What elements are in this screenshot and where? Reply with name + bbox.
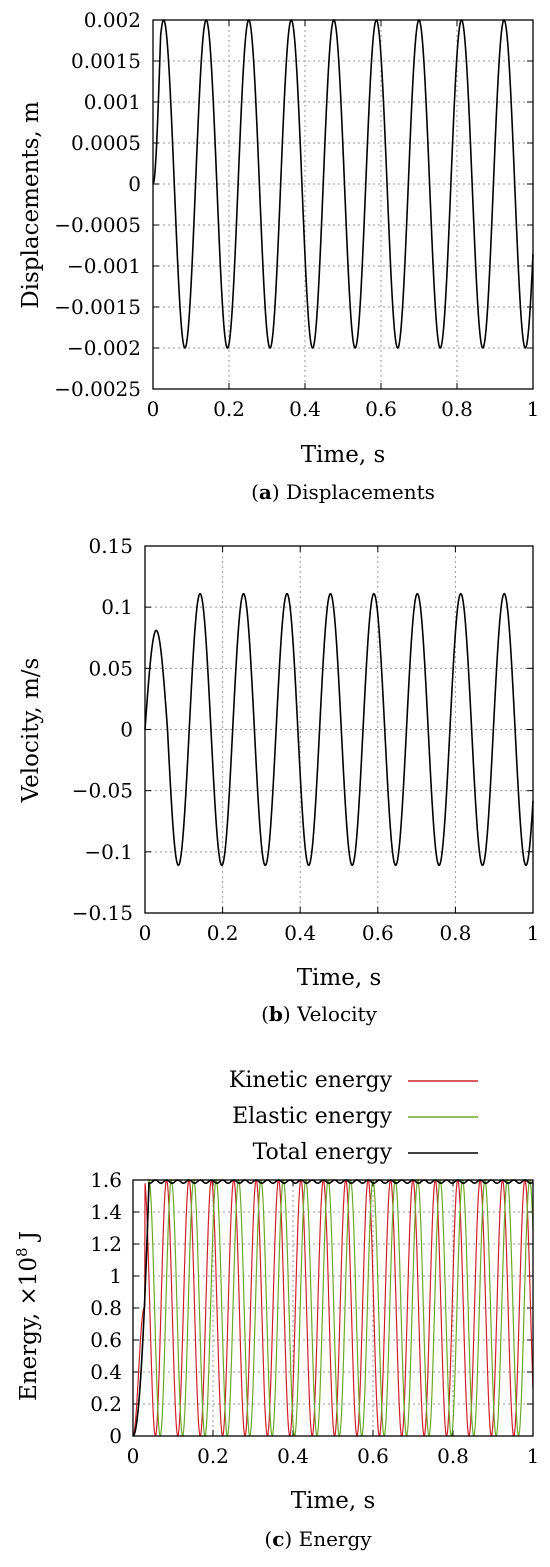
x-axis-ticks: 0 0.2 0.4 0.6 0.8 1 xyxy=(139,546,540,945)
chart-displacements: 0.002 0.0015 0.001 0.0005 0 −0.0005 −0.001 −0.0… xyxy=(18,8,539,504)
y-tick-label: −0.0005 xyxy=(54,213,141,237)
y-axis-label: Displacements, m xyxy=(18,101,44,309)
y-axis-label-unit: J xyxy=(16,1231,42,1248)
x-tick-label: 0.6 xyxy=(365,397,397,421)
x-tick-label: 0.2 xyxy=(207,921,239,945)
y-tick-label: 0 xyxy=(128,172,141,196)
y-axis-label: Energy, ×108 J xyxy=(13,1231,42,1401)
y-tick-label: 1.6 xyxy=(90,1168,122,1192)
x-tick-label: 0.8 xyxy=(437,1444,469,1468)
y-tick-label: 1 xyxy=(109,1264,122,1288)
y-tick-label: 0.2 xyxy=(90,1392,122,1416)
series-line-elastic xyxy=(132,1178,534,1438)
x-tick-label: 0 xyxy=(147,397,160,421)
y-tick-label: −0.15 xyxy=(72,901,133,925)
y-tick-label: −0.0025 xyxy=(54,377,141,401)
x-axis-ticks: 0 0.2 0.4 0.6 0.8 1 xyxy=(147,20,540,421)
legend-label: Kinetic energy xyxy=(229,1068,393,1093)
y-axis-label-main: Energy, ×10 xyxy=(16,1257,42,1401)
y-tick-label: 1.2 xyxy=(90,1232,122,1256)
chart-velocity: 0.15 0.1 0.05 0 −0.05 −0.1 −0.15 0 0.2 0.4 0.6 0.8… xyxy=(18,534,539,1026)
chart-energy: Kinetic energy Elastic energy Total energy… xyxy=(13,1068,539,1551)
x-tick-label: 0.4 xyxy=(284,921,316,945)
series-line-kinetic xyxy=(132,1178,534,1438)
x-tick-label: 0 xyxy=(139,921,152,945)
caption-letter: a xyxy=(259,480,272,504)
plot-frame xyxy=(144,545,534,914)
y-tick-label: −0.001 xyxy=(67,254,141,278)
caption-text: Displacements xyxy=(286,480,435,504)
caption: (a) Displacements xyxy=(251,480,435,504)
y-axis-ticks: 1.6 1.4 1.2 1 0.8 0.6 0.4 0.2 0 xyxy=(90,1168,533,1448)
x-tick-label: 1 xyxy=(527,397,540,421)
series-line-displacement xyxy=(152,19,534,349)
caption-text: Energy xyxy=(299,1527,373,1551)
x-tick-label: 0 xyxy=(127,1444,140,1468)
y-tick-label: 0 xyxy=(120,718,133,742)
y-tick-label: 0 xyxy=(109,1424,122,1448)
x-tick-label: 0.2 xyxy=(197,1444,229,1468)
x-tick-label: 0.4 xyxy=(289,397,321,421)
x-tick-label: 0.8 xyxy=(441,397,473,421)
y-tick-label: 0.001 xyxy=(84,90,141,114)
y-tick-label: 0.8 xyxy=(90,1296,122,1320)
x-tick-label: 0.6 xyxy=(362,921,394,945)
y-axis-ticks: 0.15 0.1 0.05 0 −0.05 −0.1 −0.15 xyxy=(72,534,533,925)
plot-frame xyxy=(152,19,534,390)
y-tick-label: 0.15 xyxy=(88,534,133,558)
x-tick-label: 0.4 xyxy=(277,1444,309,1468)
y-tick-label: −0.1 xyxy=(84,840,133,864)
grid xyxy=(133,1180,533,1436)
y-tick-label: 0.0015 xyxy=(71,49,141,73)
legend: Kinetic energy Elastic energy Total energy xyxy=(229,1068,478,1165)
grid xyxy=(153,20,533,389)
y-axis-label: Velocity, m/s xyxy=(18,658,44,804)
caption: (c) Energy xyxy=(264,1527,372,1551)
y-axis-ticks: 0.002 0.0015 0.001 0.0005 0 −0.0005 −0.001 −0.0… xyxy=(54,8,533,401)
caption-letter: c xyxy=(272,1527,284,1551)
y-tick-label: 0.002 xyxy=(84,8,141,32)
grid xyxy=(145,546,533,913)
plot-frame xyxy=(132,1179,534,1437)
caption: (b) Velocity xyxy=(261,1002,377,1026)
y-tick-label: −0.002 xyxy=(67,336,141,360)
y-axis-label-exponent: 8 xyxy=(13,1247,31,1257)
x-tick-label: 1 xyxy=(527,1444,540,1468)
y-tick-label: 0.6 xyxy=(90,1328,122,1352)
x-axis-label: Time, s xyxy=(291,1488,376,1514)
y-tick-label: −0.0015 xyxy=(54,295,141,319)
x-axis-label: Time, s xyxy=(297,965,382,991)
x-tick-label: 0.6 xyxy=(357,1444,389,1468)
x-tick-label: 0.8 xyxy=(439,921,471,945)
series-line-velocity xyxy=(144,592,534,867)
caption-letter: b xyxy=(269,1002,283,1026)
x-axis-label: Time, s xyxy=(301,442,386,468)
legend-label: Total energy xyxy=(253,1140,393,1165)
y-tick-label: 1.4 xyxy=(90,1200,122,1224)
y-tick-label: 0.1 xyxy=(101,595,133,619)
y-tick-label: −0.05 xyxy=(72,779,133,803)
legend-label: Elastic energy xyxy=(232,1104,393,1129)
caption-text: Velocity xyxy=(296,1002,378,1026)
x-tick-label: 1 xyxy=(527,921,540,945)
x-tick-label: 0.2 xyxy=(213,397,245,421)
y-tick-label: 0.05 xyxy=(88,656,133,680)
y-tick-label: 0.4 xyxy=(90,1360,122,1384)
y-tick-label: 0.0005 xyxy=(71,131,141,155)
